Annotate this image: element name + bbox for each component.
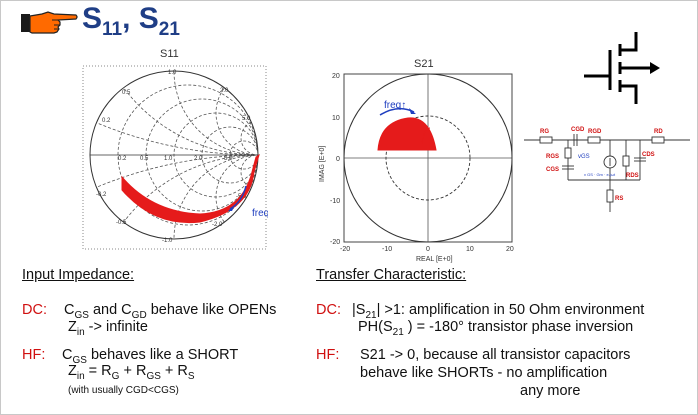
s21-ytick: -10 bbox=[330, 198, 340, 205]
mosfet-symbol-icon bbox=[584, 32, 660, 104]
s11-x-label: -0.2 bbox=[96, 192, 107, 198]
s11-r-label: 5.0 bbox=[224, 156, 233, 162]
s21-ytick: 10 bbox=[332, 115, 340, 122]
s11-x-label: -0.5 bbox=[116, 220, 127, 226]
label-source: v GS · Gm · e-jωt bbox=[584, 172, 616, 177]
label-rgd: RGD bbox=[588, 129, 602, 135]
transfer-characteristic-heading: Transfer Characteristic: bbox=[316, 267, 467, 283]
s11-x-label: -2.0 bbox=[212, 222, 223, 228]
right-dc-line2: PH(S21 ) = -180° transistor phase invers… bbox=[358, 319, 634, 338]
s21-ytick: 20 bbox=[332, 73, 340, 80]
label-cgd: CGD bbox=[571, 127, 585, 133]
right-hf-line2: behave like SHORTs - no amplification bbox=[360, 365, 608, 381]
s21-ytick: -20 bbox=[330, 239, 340, 246]
s11-r-label: 0.5 bbox=[140, 156, 149, 162]
left-hf-line1: CGS behaves like a SHORT bbox=[62, 347, 239, 366]
s21-xtick: 0 bbox=[426, 246, 430, 253]
label-rg: RG bbox=[540, 129, 549, 135]
pointing-hand-icon bbox=[21, 11, 78, 34]
s21-ytick: 0 bbox=[336, 156, 340, 163]
left-hf-tag: HF: bbox=[22, 347, 46, 363]
label-rd: RD bbox=[654, 129, 663, 135]
s11-r-label: 2.0 bbox=[194, 156, 203, 162]
s11-x-label: 1.0 bbox=[168, 70, 177, 76]
left-dc-line1: CGS and CGD behave like OPENs bbox=[64, 302, 277, 321]
s21-freq-label: freq↑ bbox=[384, 100, 406, 111]
s11-freq-label: freq↑ bbox=[252, 208, 268, 219]
s21-xtick: -20 bbox=[340, 246, 350, 253]
equivalent-circuit-diagram: RG CGD RGD RD RGS CGS CDS RDS RS vGS v G… bbox=[524, 127, 690, 212]
left-hf-line2: Zin = RG + RGS + RS bbox=[68, 363, 195, 382]
s21-xlabel: REAL [E+0] bbox=[416, 256, 453, 263]
label-rs: RS bbox=[615, 196, 623, 202]
left-hf-note: (with usually CGD<CGS) bbox=[68, 385, 179, 396]
s21-polar-chart: -20 -10 0 10 20 20 10 0 -10 -20 REAL [E+… bbox=[319, 73, 514, 263]
s11-x-label: 2.0 bbox=[220, 88, 229, 94]
s21-xtick: -10 bbox=[382, 246, 392, 253]
s11-x-label: 0.5 bbox=[122, 90, 131, 96]
s21-xtick: 20 bbox=[506, 246, 514, 253]
right-dc-line1: |S21| >1: amplification in 50 Ohm enviro… bbox=[352, 302, 645, 321]
label-rgs: RGS bbox=[546, 154, 559, 160]
s11-x-label: 5.0 bbox=[242, 116, 251, 122]
right-dc-tag: DC: bbox=[316, 302, 341, 318]
input-impedance-heading: Input Impedance: bbox=[22, 267, 135, 283]
s21-ylabel: IMAG [E+0] bbox=[319, 146, 326, 182]
s21-xtick: 10 bbox=[466, 246, 474, 253]
s11-x-label: -1.0 bbox=[162, 238, 173, 244]
s21-title: S21 bbox=[414, 58, 434, 70]
s11-smith-chart: 0.2 0.5 1.0 2.0 5.0 0.2 0.5 1.0 2.0 5.0 … bbox=[82, 65, 268, 250]
label-cds: CDS bbox=[642, 152, 655, 158]
s11-x-label: 0.2 bbox=[102, 118, 111, 124]
left-dc-tag: DC: bbox=[22, 302, 47, 318]
left-dc-line2: Zin -> infinite bbox=[68, 319, 148, 338]
right-hf-line1: S21 -> 0, because all transistor capacit… bbox=[360, 347, 631, 363]
s11-r-label: 1.0 bbox=[164, 156, 173, 162]
page-title: S11, S21 bbox=[82, 2, 180, 40]
right-hf-line3: any more bbox=[520, 383, 581, 399]
label-rds: RDS bbox=[626, 173, 639, 179]
right-hf-tag: HF: bbox=[316, 347, 340, 363]
label-vgs: vGS bbox=[578, 154, 590, 160]
s11-r-label: 0.2 bbox=[118, 156, 127, 162]
label-cgs: CGS bbox=[546, 167, 559, 173]
s11-title: S11 bbox=[160, 48, 179, 60]
